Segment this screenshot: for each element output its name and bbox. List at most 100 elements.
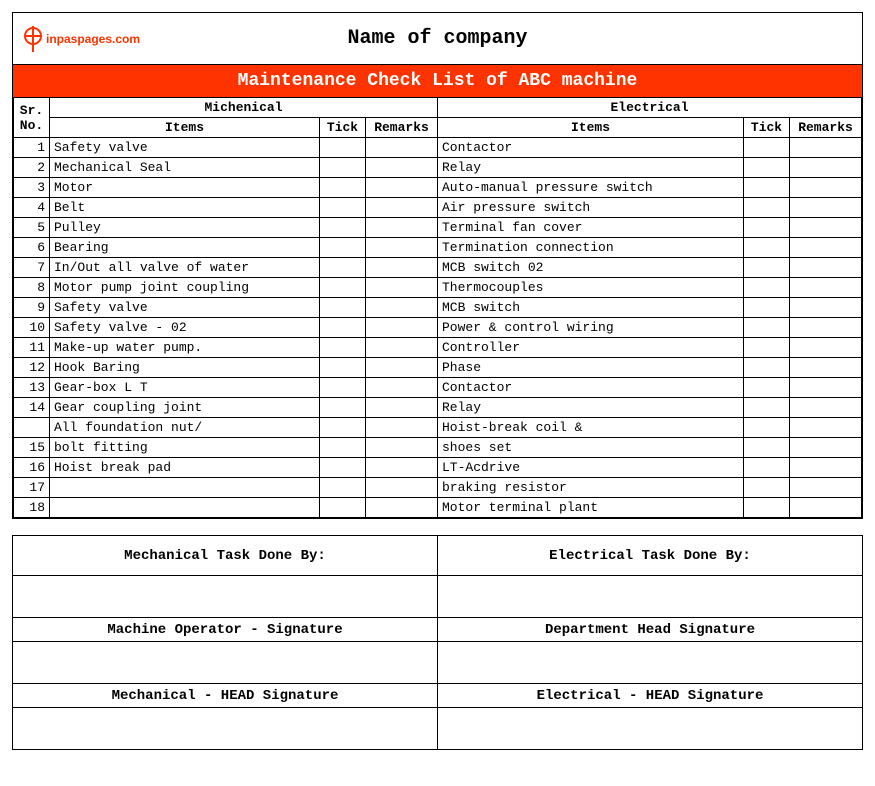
table-row: 14Gear coupling joint Relay — [14, 398, 862, 418]
cell-elec-remarks — [790, 338, 862, 358]
table-row: 16Hoist break pad LT-Acdrive — [14, 458, 862, 478]
cell-mech-item: Safety valve — [50, 138, 320, 158]
cell-mech-remarks — [366, 298, 438, 318]
cell-elec-tick — [744, 198, 790, 218]
cell-elec-tick — [744, 158, 790, 178]
cell-elec-remarks — [790, 238, 862, 258]
cell-mech-item: Gear coupling joint — [50, 398, 320, 418]
cell-sr: 9 — [14, 298, 50, 318]
cell-sr: 10 — [14, 318, 50, 338]
cell-sr: 2 — [14, 158, 50, 178]
cell-sr: 5 — [14, 218, 50, 238]
cell-mech-item: Belt — [50, 198, 320, 218]
cell-mech-remarks — [366, 318, 438, 338]
table-row: 3MotorAuto-manual pressure switch — [14, 178, 862, 198]
col-header-remarks-elec: Remarks — [790, 118, 862, 138]
cell-mech-tick — [320, 378, 366, 398]
cell-sr: 6 — [14, 238, 50, 258]
cell-elec-item: Hoist-break coil & — [438, 418, 744, 438]
cell-mech-tick — [320, 138, 366, 158]
cell-elec-remarks — [790, 258, 862, 278]
cell-elec-item: braking resistor — [438, 478, 744, 498]
cell-elec-tick — [744, 238, 790, 258]
cell-mech-remarks — [366, 178, 438, 198]
cell-elec-tick — [744, 458, 790, 478]
cell-mech-item — [50, 498, 320, 518]
cell-elec-tick — [744, 418, 790, 438]
cell-sr: 14 — [14, 398, 50, 418]
cell-elec-remarks — [790, 138, 862, 158]
cell-elec-remarks — [790, 298, 862, 318]
cell-mech-tick — [320, 158, 366, 178]
cell-mech-tick — [320, 198, 366, 218]
cell-elec-tick — [744, 318, 790, 338]
cell-sr: 12 — [14, 358, 50, 378]
cell-elec-item: Motor terminal plant — [438, 498, 744, 518]
company-name: Name of company — [13, 27, 862, 50]
cell-mech-item: All foundation nut/ — [50, 418, 320, 438]
cell-mech-tick — [320, 298, 366, 318]
cell-elec-tick — [744, 278, 790, 298]
cell-sr: 8 — [14, 278, 50, 298]
cell-mech-tick — [320, 358, 366, 378]
cell-mech-item: Safety valve - 02 — [50, 318, 320, 338]
cell-elec-tick — [744, 218, 790, 238]
cell-mech-tick — [320, 338, 366, 358]
cell-elec-item: Contactor — [438, 138, 744, 158]
cell-mech-item: Motor pump joint coupling — [50, 278, 320, 298]
cell-sr: 16 — [14, 458, 50, 478]
cell-mech-item: Gear-box L T — [50, 378, 320, 398]
sig-space-mech-done — [13, 576, 438, 618]
col-header-remarks-mech: Remarks — [366, 118, 438, 138]
cell-mech-item: Hoist break pad — [50, 458, 320, 478]
cell-elec-tick — [744, 338, 790, 358]
cell-sr: 3 — [14, 178, 50, 198]
cell-elec-item: Relay — [438, 158, 744, 178]
table-row: 10Safety valve - 02 Power & control wirin… — [14, 318, 862, 338]
cell-elec-item: Contactor — [438, 378, 744, 398]
cell-elec-tick — [744, 478, 790, 498]
document-frame: inpaspages.com Name of company Maintenan… — [12, 12, 863, 519]
cell-mech-tick — [320, 178, 366, 198]
cell-mech-item: bolt fitting — [50, 438, 320, 458]
table-row: 7In/Out all valve of waterMCB switch 02 — [14, 258, 862, 278]
cell-mech-tick — [320, 318, 366, 338]
sig-space-operator — [13, 642, 438, 684]
table-row: 17braking resistor — [14, 478, 862, 498]
table-row: 5PulleyTerminal fan cover — [14, 218, 862, 238]
cell-mech-remarks — [366, 338, 438, 358]
sig-space-elec-head — [438, 708, 863, 750]
cell-elec-tick — [744, 378, 790, 398]
cell-elec-item: Power & control wiring — [438, 318, 744, 338]
cell-sr: 4 — [14, 198, 50, 218]
title-bar: Maintenance Check List of ABC machine — [13, 65, 862, 97]
logo-text: inpaspages.com — [46, 32, 140, 46]
cell-elec-item: Relay — [438, 398, 744, 418]
sig-label-mech-done: Mechanical Task Done By: — [13, 536, 438, 576]
cell-elec-item: LT-Acdrive — [438, 458, 744, 478]
cell-mech-item: Motor — [50, 178, 320, 198]
cell-elec-tick — [744, 398, 790, 418]
cell-mech-remarks — [366, 458, 438, 478]
cell-elec-remarks — [790, 498, 862, 518]
cell-mech-remarks — [366, 198, 438, 218]
cell-mech-remarks — [366, 378, 438, 398]
cell-mech-remarks — [366, 478, 438, 498]
cell-mech-item: Pulley — [50, 218, 320, 238]
cell-mech-tick — [320, 238, 366, 258]
cell-mech-remarks — [366, 278, 438, 298]
cell-sr — [14, 418, 50, 438]
cell-elec-remarks — [790, 318, 862, 338]
cell-sr: 15 — [14, 438, 50, 458]
cell-mech-remarks — [366, 218, 438, 238]
cell-elec-item: Phase — [438, 358, 744, 378]
cell-mech-remarks — [366, 258, 438, 278]
logo-icon — [23, 26, 43, 52]
sig-label-mech-head: Mechanical - HEAD Signature — [13, 684, 438, 708]
cell-elec-tick — [744, 438, 790, 458]
cell-elec-remarks — [790, 438, 862, 458]
cell-mech-tick — [320, 458, 366, 478]
cell-elec-tick — [744, 258, 790, 278]
cell-elec-item: Controller — [438, 338, 744, 358]
cell-mech-item: Bearing — [50, 238, 320, 258]
